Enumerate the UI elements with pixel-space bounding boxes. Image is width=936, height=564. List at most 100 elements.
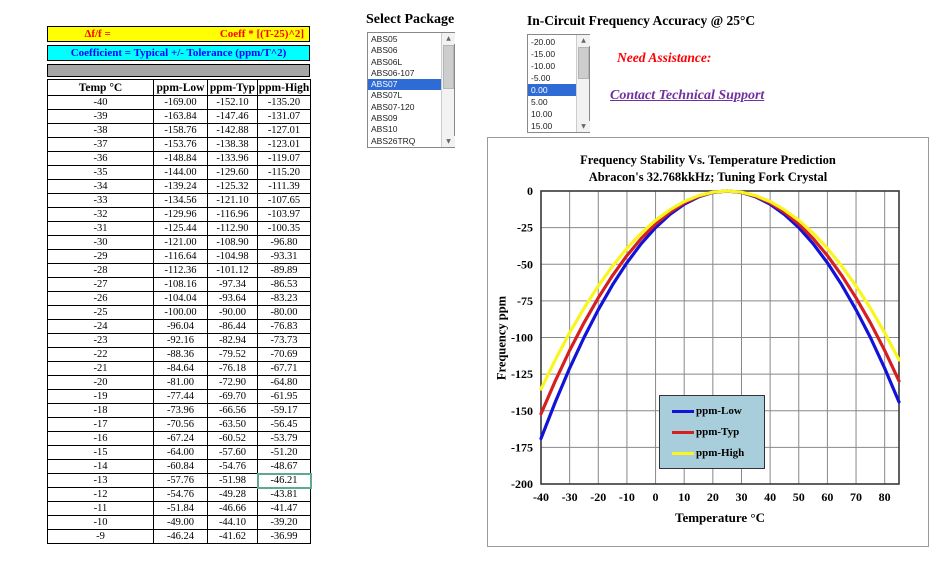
value-cell[interactable]: -86.44 [207, 319, 258, 334]
value-cell[interactable]: -57.60 [207, 445, 258, 460]
value-cell[interactable]: -84.64 [153, 361, 208, 376]
list-option[interactable]: 5.00 [531, 97, 548, 107]
value-cell[interactable]: -43.81 [257, 487, 311, 502]
list-option[interactable]: ABS06 [371, 45, 398, 56]
list-option[interactable]: ABS10 [371, 124, 398, 135]
value-cell[interactable]: -153.76 [153, 137, 208, 152]
value-cell[interactable]: -46.21 [256, 472, 312, 489]
accuracy-scrollbar[interactable]: ▲ ▼ [576, 35, 590, 132]
temp-cell[interactable]: -23 [47, 333, 154, 348]
scroll-up-arrow-icon[interactable]: ▲ [442, 33, 455, 44]
value-cell[interactable]: -119.07 [257, 151, 311, 166]
value-cell[interactable]: -86.53 [257, 277, 311, 292]
scrollbar-thumb[interactable] [578, 47, 589, 79]
list-option[interactable]: ABS26TRQ [371, 135, 416, 146]
list-option[interactable]: ABS07-120 [371, 101, 415, 112]
list-option[interactable]: ABS05 [371, 34, 398, 44]
value-cell[interactable]: -60.52 [207, 431, 258, 446]
temp-cell[interactable]: -16 [47, 431, 154, 446]
scrollbar-thumb[interactable] [443, 45, 454, 89]
value-cell[interactable]: -127.01 [257, 123, 311, 138]
value-cell[interactable]: -142.88 [207, 123, 258, 138]
value-cell[interactable]: -96.80 [257, 235, 311, 250]
scroll-down-arrow-icon[interactable]: ▼ [442, 136, 455, 147]
value-cell[interactable]: -60.84 [153, 459, 208, 474]
value-cell[interactable]: -64.80 [257, 375, 311, 390]
value-cell[interactable]: -63.50 [207, 417, 258, 432]
value-cell[interactable]: -39.20 [257, 515, 311, 530]
list-option[interactable]: -5.00 [531, 73, 551, 83]
value-cell[interactable]: -57.76 [153, 473, 208, 488]
temp-cell[interactable]: -17 [47, 417, 154, 432]
value-cell[interactable]: -83.23 [257, 291, 311, 306]
temp-cell[interactable]: -34 [47, 179, 154, 194]
temp-cell[interactable]: -37 [47, 137, 154, 152]
temp-cell[interactable]: -9 [47, 529, 154, 544]
temp-cell[interactable]: -28 [47, 263, 154, 278]
value-cell[interactable]: -123.01 [257, 137, 311, 152]
value-cell[interactable]: -51.20 [257, 445, 311, 460]
value-cell[interactable]: -72.90 [207, 375, 258, 390]
value-cell[interactable]: -59.17 [257, 403, 311, 418]
value-cell[interactable]: -36.99 [257, 529, 311, 544]
list-option[interactable]: -10.00 [531, 61, 556, 71]
list-option[interactable]: ABS07L [371, 90, 403, 101]
temp-cell[interactable]: -22 [47, 347, 154, 362]
value-cell[interactable]: -107.65 [257, 193, 311, 208]
value-cell[interactable]: -81.00 [153, 375, 208, 390]
value-cell[interactable]: -93.31 [257, 249, 311, 264]
col-header-ppm-high[interactable]: ppm-High [257, 79, 311, 96]
value-cell[interactable]: -90.00 [207, 305, 258, 320]
list-option[interactable]: -20.00 [531, 37, 556, 47]
temp-cell[interactable]: -12 [47, 487, 154, 502]
value-cell[interactable]: -116.96 [207, 207, 258, 222]
value-cell[interactable]: -41.62 [207, 529, 258, 544]
value-cell[interactable]: -69.70 [207, 389, 258, 404]
temp-cell[interactable]: -18 [47, 403, 154, 418]
contact-support-link[interactable]: Contact Technical Support [610, 88, 765, 103]
temp-cell[interactable]: -11 [47, 501, 154, 516]
value-cell[interactable]: -152.10 [207, 95, 258, 110]
value-cell[interactable]: -88.36 [153, 347, 208, 362]
value-cell[interactable]: -129.60 [207, 165, 258, 180]
value-cell[interactable]: -144.00 [153, 165, 208, 180]
temp-cell[interactable]: -15 [47, 445, 154, 460]
value-cell[interactable]: -56.45 [257, 417, 311, 432]
value-cell[interactable]: -147.46 [207, 109, 258, 124]
col-header-ppm-low[interactable]: ppm-Low [153, 79, 208, 96]
value-cell[interactable]: -112.36 [153, 263, 208, 278]
value-cell[interactable]: -73.96 [153, 403, 208, 418]
value-cell[interactable]: -51.98 [207, 473, 258, 488]
value-cell[interactable]: -76.18 [207, 361, 258, 376]
value-cell[interactable]: -73.73 [257, 333, 311, 348]
value-cell[interactable]: -111.39 [257, 179, 311, 194]
temp-cell[interactable]: -35 [47, 165, 154, 180]
value-cell[interactable]: -67.71 [257, 361, 311, 376]
value-cell[interactable]: -93.64 [207, 291, 258, 306]
list-option[interactable]: 10.00 [531, 109, 553, 119]
value-cell[interactable]: -104.04 [153, 291, 208, 306]
temp-cell[interactable]: -20 [47, 375, 154, 390]
temp-cell[interactable]: -33 [47, 193, 154, 208]
value-cell[interactable]: -89.89 [257, 263, 311, 278]
value-cell[interactable]: -133.96 [207, 151, 258, 166]
value-cell[interactable]: -49.28 [207, 487, 258, 502]
value-cell[interactable]: -134.56 [153, 193, 208, 208]
value-cell[interactable]: -135.20 [257, 95, 311, 110]
col-header-ppm-typ[interactable]: ppm-Typ [207, 79, 258, 96]
value-cell[interactable]: -51.84 [153, 501, 208, 516]
value-cell[interactable]: -70.56 [153, 417, 208, 432]
package-listbox[interactable]: ABS05 ABS06 ABS06L ABS06-107 ABS07 ABS07L ABS0… [367, 32, 455, 148]
temp-cell[interactable]: -26 [47, 291, 154, 306]
value-cell[interactable]: -76.83 [257, 319, 311, 334]
value-cell[interactable]: -104.98 [207, 249, 258, 264]
list-option[interactable]: ABS07 [368, 79, 441, 91]
value-cell[interactable]: -100.35 [257, 221, 311, 236]
value-cell[interactable]: -125.32 [207, 179, 258, 194]
temp-cell[interactable]: -25 [47, 305, 154, 320]
list-option[interactable]: 0.00 [528, 84, 576, 96]
value-cell[interactable]: -121.00 [153, 235, 208, 250]
value-cell[interactable]: -121.10 [207, 193, 258, 208]
value-cell[interactable]: -148.84 [153, 151, 208, 166]
value-cell[interactable]: -70.69 [257, 347, 311, 362]
